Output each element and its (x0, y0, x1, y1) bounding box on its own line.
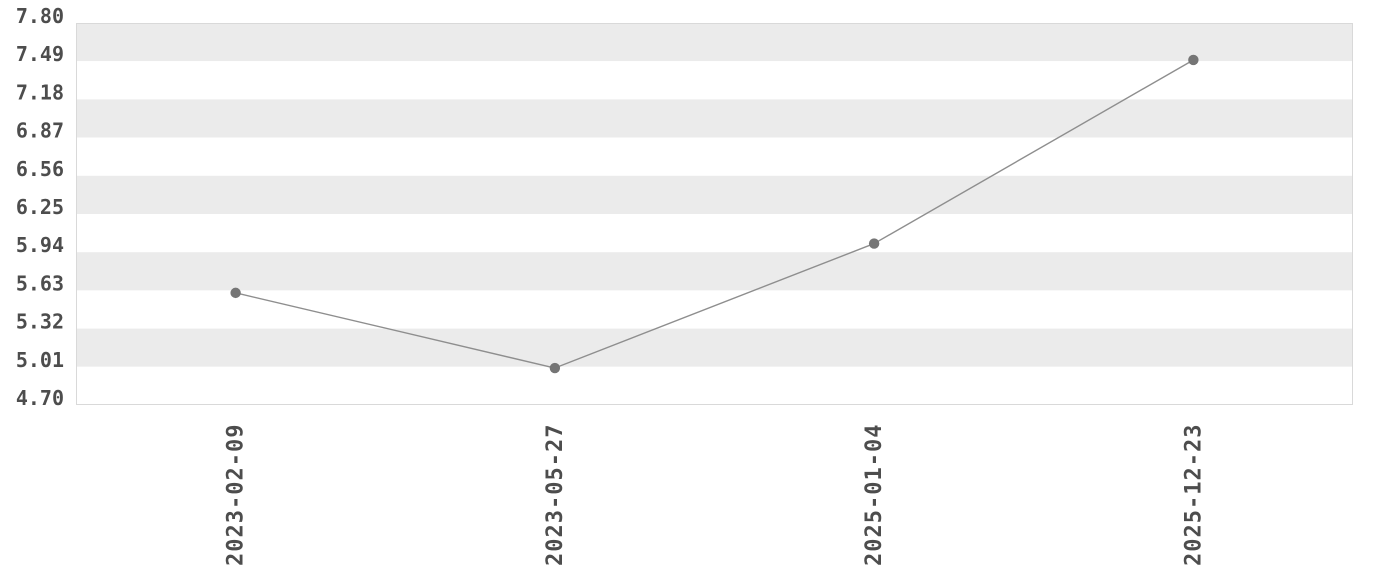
y-axis-tick-label: 6.87 (16, 119, 64, 143)
data-point-marker[interactable] (1188, 54, 1199, 66)
plot-area-border (76, 23, 1353, 405)
y-axis-tick-label: 6.25 (16, 195, 64, 219)
x-axis-tick-label: 2023-02-09 (224, 424, 249, 566)
y-axis-tick-label: 5.94 (16, 233, 64, 257)
grid-stripe (76, 175, 1353, 214)
y-axis-tick-label: 7.18 (16, 80, 64, 104)
data-point-marker[interactable] (230, 287, 241, 299)
grid-stripe (76, 252, 1353, 291)
grid-stripe (76, 214, 1353, 253)
data-point-marker[interactable] (549, 362, 561, 374)
grid-stripe (76, 23, 1353, 62)
y-axis-tick-label: 6.56 (16, 157, 64, 181)
y-axis-tick-label: 4.70 (16, 386, 64, 410)
grid-stripe (76, 328, 1353, 367)
grid-stripe (76, 137, 1353, 176)
series-line (234, 59, 1195, 369)
data-point-marker[interactable] (868, 238, 880, 249)
x-axis-tick-label: 2025-01-04 (862, 424, 887, 566)
y-axis-tick-label: 5.01 (16, 348, 64, 372)
grid-stripe (76, 61, 1353, 100)
y-axis-tick-label: 5.32 (16, 310, 64, 334)
x-axis-tick-label: 2023-05-27 (543, 424, 568, 566)
y-axis-tick-label: 5.63 (16, 271, 64, 295)
grid-stripe (76, 290, 1353, 329)
x-axis-tick-label: 2025-12-23 (1181, 424, 1206, 566)
y-axis-tick-label: 7.49 (16, 42, 64, 66)
y-axis-tick-label: 7.80 (16, 4, 64, 28)
grid-stripe (76, 366, 1353, 405)
grid-stripe (76, 99, 1353, 138)
